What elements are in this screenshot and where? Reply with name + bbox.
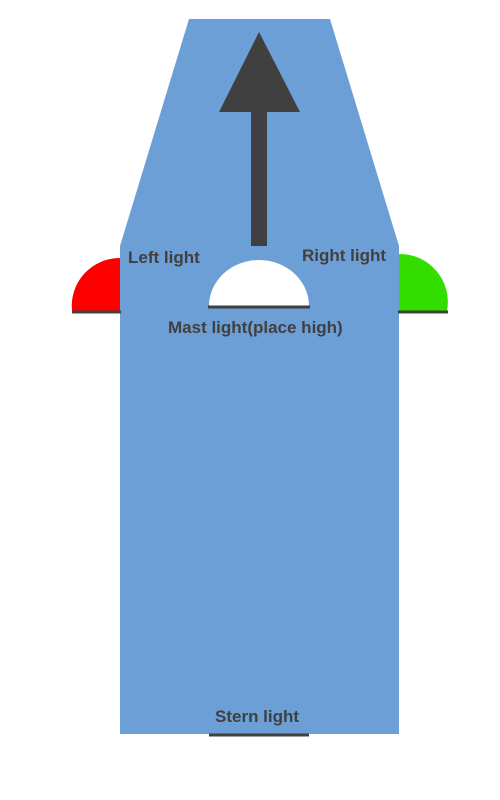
right-light <box>399 253 448 311</box>
arrow-up-icon <box>219 32 300 246</box>
right-light-label: Right light <box>302 246 386 265</box>
boat-hull <box>120 19 399 734</box>
left-light <box>71 257 120 311</box>
mast-light <box>209 260 309 306</box>
left-light-label: Left light <box>128 248 200 267</box>
arrow-shaft <box>251 108 267 246</box>
arrow-head <box>219 32 300 112</box>
mast-light-label: Mast light(place high) <box>168 318 343 337</box>
stern-light-label: Stern light <box>215 707 299 726</box>
